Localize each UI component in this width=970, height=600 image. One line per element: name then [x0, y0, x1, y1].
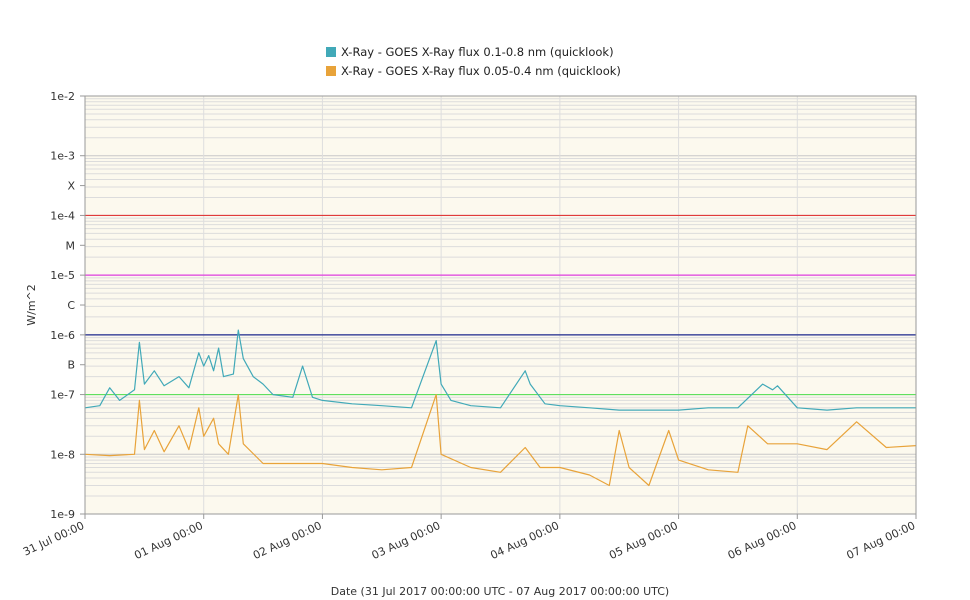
y-tick-label-11: 1e-9 [50, 508, 75, 521]
x-tick-label-1: 01 Aug 00:00 [132, 519, 205, 562]
minor-grid [85, 98, 916, 497]
legend-swatch-series-1 [326, 66, 336, 76]
y-axis-title: W/m^2 [25, 284, 38, 326]
y-tick-label-8: B [67, 359, 75, 372]
x-tick-label-2: 02 Aug 00:00 [251, 519, 324, 562]
y-tick-label-0: 1e-2 [50, 90, 75, 103]
legend-label-series-1: X-Ray - GOES X-Ray flux 0.05-0.4 nm (qui… [341, 64, 621, 78]
legend-swatch-series-0 [326, 47, 336, 57]
y-tick-label-4: M [66, 239, 76, 252]
x-axis-title: Date (31 Jul 2017 00:00:00 UTC - 07 Aug … [331, 585, 669, 598]
series-layer [84, 329, 917, 487]
flare-class-threshold-lines [85, 214, 916, 396]
legend[interactable]: X-Ray - GOES X-Ray flux 0.1-0.8 nm (quic… [326, 45, 621, 78]
legend-label-series-0: X-Ray - GOES X-Ray flux 0.1-0.8 nm (quic… [341, 45, 614, 59]
x-tick-label-0: 31 Jul 00:00 [21, 519, 86, 559]
y-tick-label-3: 1e-4 [50, 209, 75, 222]
x-tick-label-7: 07 Aug 00:00 [845, 519, 918, 562]
y-tick-label-5: 1e-5 [50, 269, 75, 282]
y-tick-label-6: C [67, 299, 75, 312]
x-tick-label-4: 04 Aug 00:00 [488, 519, 561, 562]
series-line-0 [84, 329, 916, 411]
x-tick-label-6: 06 Aug 00:00 [726, 519, 799, 562]
x-tick-label-5: 05 Aug 00:00 [607, 519, 680, 562]
y-axis-ticks: 1e-2 1e-3 X 1e-4 M 1e-5 C 1e-6 B 1e-7 1e-8 1e-9 [50, 90, 85, 521]
x-tick-label-3: 03 Aug 00:00 [370, 519, 443, 562]
series-line-1 [84, 394, 917, 487]
y-tick-label-2: X [67, 180, 75, 193]
y-tick-label-1: 1e-3 [50, 150, 75, 163]
y-tick-label-7: 1e-6 [50, 329, 75, 342]
x-axis-ticks: 31 Jul 00:00 01 Aug 00:00 02 Aug 00:00 03 A… [21, 514, 917, 562]
y-tick-label-9: 1e-7 [50, 389, 75, 402]
y-tick-label-10: 1e-8 [50, 448, 75, 461]
